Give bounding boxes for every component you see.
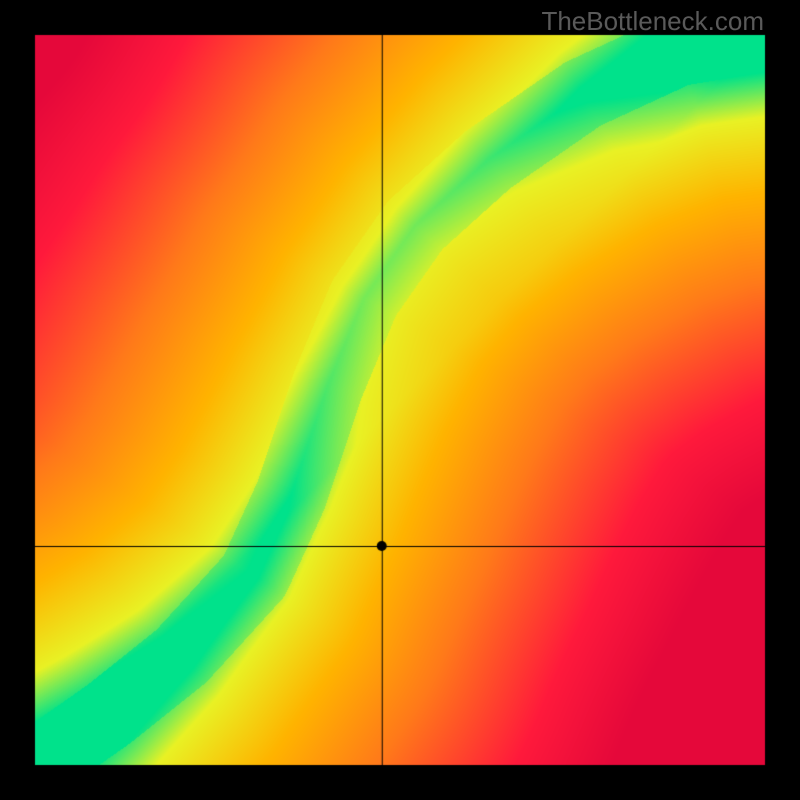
watermark-text: TheBottleneck.com xyxy=(541,6,764,37)
heatmap-canvas xyxy=(0,0,800,800)
chart-container: TheBottleneck.com xyxy=(0,0,800,800)
